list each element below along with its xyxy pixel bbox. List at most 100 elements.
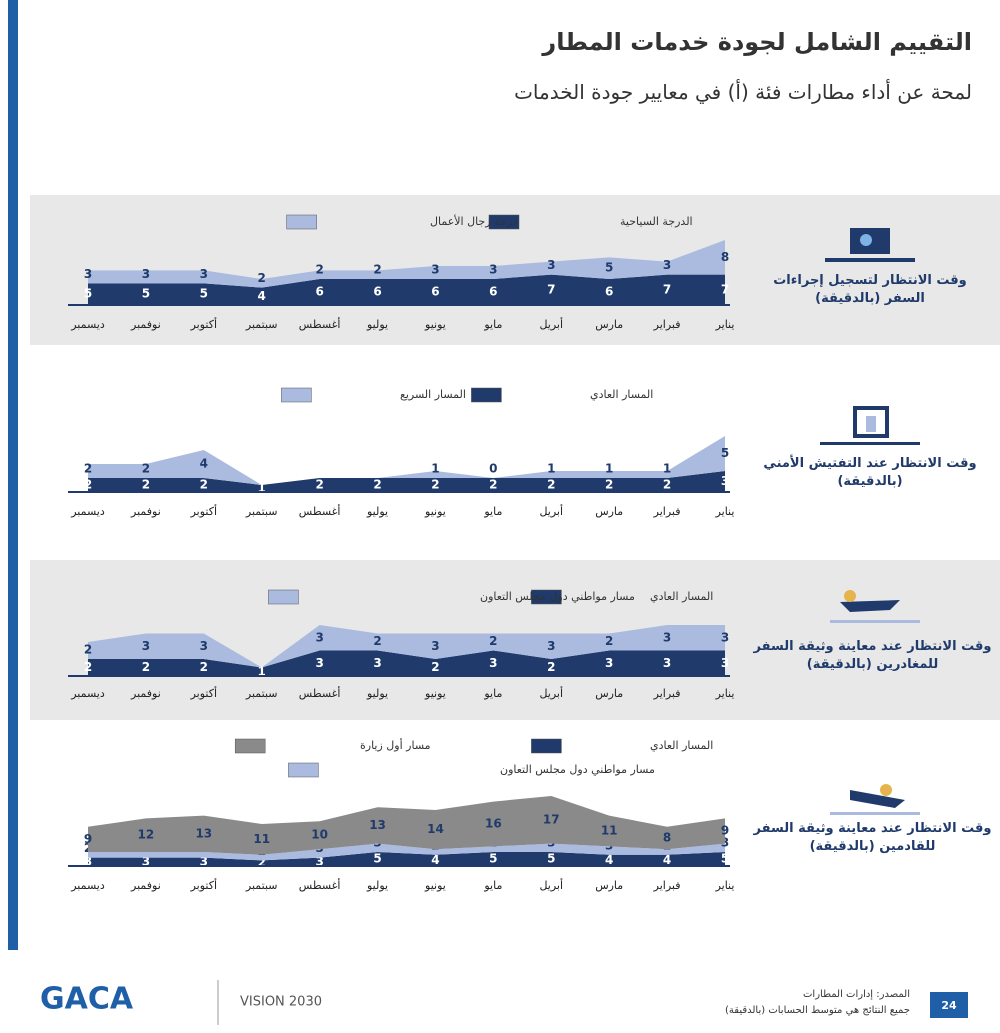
x-tick-label: ديسمبر: [70, 318, 105, 331]
x-tick-label: أغسطس: [299, 686, 341, 700]
legend-label: مسار مواطني دول مجلس التعاون: [480, 590, 635, 603]
page-subtitle: لمحة عن أداء مطارات فئة (أ) في معايير جو…: [514, 80, 972, 104]
value-label: 1: [431, 462, 439, 476]
x-tick-label: مارس: [595, 505, 623, 518]
value-label: 3: [663, 656, 671, 670]
x-tick-label: أكتوبر: [190, 504, 217, 518]
legend-label: المسار العادي: [590, 388, 653, 401]
x-tick-label: يونيو: [424, 318, 446, 331]
x-tick-label: مارس: [595, 318, 623, 331]
page-box: [930, 992, 968, 1018]
chart-title: وقت الانتظار عند معاينة وثيقة السفر للمغ…: [753, 639, 992, 672]
x-tick-label: يوليو: [366, 879, 388, 892]
x-tick-label: ديسمبر: [70, 879, 105, 892]
value-label: 2: [547, 478, 555, 492]
value-label: 7: [547, 282, 555, 296]
x-tick-label: أبريل: [539, 686, 563, 700]
value-label: 2: [200, 660, 208, 674]
x-tick-label: أكتوبر: [190, 317, 217, 331]
chart-title: وقت الانتظار لتسجيل إجراءات السفر (بالدق…: [773, 273, 967, 306]
icon: [820, 228, 920, 815]
note: جميع النتائج هي متوسط الحسابات (بالدقيقة…: [725, 1005, 910, 1016]
value-label: 1: [605, 462, 613, 476]
value-label: 2: [489, 634, 497, 648]
value-label: 2: [663, 478, 671, 492]
value-label: 3: [431, 263, 439, 277]
x-tick-label: سبتمبر: [245, 318, 278, 331]
vision: VISION 2030: [240, 995, 322, 1010]
x-tick-label: يونيو: [424, 505, 446, 518]
legend-swatch: [286, 214, 317, 230]
x-tick-label: نوفمبر: [130, 879, 161, 892]
value-label: 0: [489, 462, 497, 476]
value-label: 3: [721, 656, 729, 670]
area: [88, 796, 725, 855]
value-label: 2: [315, 478, 323, 492]
x-tick-label: يوليو: [366, 318, 388, 331]
x-tick-label: سبتمبر: [245, 505, 278, 518]
value-label: 3: [142, 854, 150, 868]
value-label: 16: [485, 817, 502, 831]
x-tick-label: يونيو: [424, 687, 446, 700]
value-label: 2: [315, 263, 323, 277]
value-label: 6: [431, 285, 439, 299]
value-label: 2: [431, 660, 439, 674]
value-label: 3: [315, 630, 323, 644]
value-label: 2: [142, 660, 150, 674]
x-tick-label: فبراير: [653, 879, 681, 892]
legend-label: المسار السريع: [400, 388, 466, 401]
x-tick-label: ديسمبر: [70, 687, 105, 700]
area: [88, 625, 725, 668]
value-label: 3: [721, 474, 729, 488]
value-label: 10: [311, 828, 328, 842]
value-label: 2: [84, 660, 92, 674]
legend-label: المسار العادي: [650, 739, 713, 752]
x-tick-label: يناير: [715, 505, 735, 518]
value-label: 3: [84, 854, 92, 868]
legend-swatch: [531, 738, 562, 754]
value-label: 4: [605, 853, 613, 867]
value-label: 11: [601, 824, 618, 838]
x-tick-label: فبراير: [653, 687, 681, 700]
value-label: 5: [547, 852, 555, 866]
value-label: 2: [200, 478, 208, 492]
legend-label: مسار أول زيارة: [360, 738, 431, 752]
value-label: 2: [373, 478, 381, 492]
value-label: 5: [200, 287, 208, 301]
x-tick-label: أبريل: [539, 504, 563, 518]
value-label: 5: [373, 852, 381, 866]
area: [88, 436, 725, 485]
value-label: 1: [258, 664, 266, 678]
value-label: 5: [605, 261, 613, 275]
x-tick-label: يناير: [715, 318, 735, 331]
value-label: 3: [142, 639, 150, 653]
value-label: 11: [253, 832, 270, 846]
x-tick-label: فبراير: [653, 318, 681, 331]
x-tick-label: مايو: [483, 687, 502, 700]
value-label: 5: [142, 287, 150, 301]
value-label: 3: [200, 639, 208, 653]
legend-label: مسار مواطني دول مجلس التعاون: [500, 763, 655, 776]
legend-swatch: [234, 738, 266, 754]
value-label: 2: [373, 263, 381, 277]
x-tick-label: نوفمبر: [130, 318, 161, 331]
value-label: 2: [258, 856, 266, 870]
value-label: 3: [663, 258, 671, 272]
value-label: 9: [84, 832, 92, 846]
value-label: 3: [721, 630, 729, 644]
value-label: 1: [547, 462, 555, 476]
value-label: 3: [431, 639, 439, 653]
value-label: 6: [605, 285, 613, 299]
value-label: 1: [663, 462, 671, 476]
value-label: 6: [315, 285, 323, 299]
x-tick-label: أغسطس: [299, 317, 341, 331]
area: [88, 852, 725, 866]
value-label: 3: [315, 656, 323, 670]
value-label: 5: [84, 287, 92, 301]
x-tick-label: مايو: [483, 879, 502, 892]
area: [88, 650, 725, 676]
value-label: 2: [373, 634, 381, 648]
page-number: 24: [941, 999, 957, 1012]
value-label: 3: [547, 258, 555, 272]
